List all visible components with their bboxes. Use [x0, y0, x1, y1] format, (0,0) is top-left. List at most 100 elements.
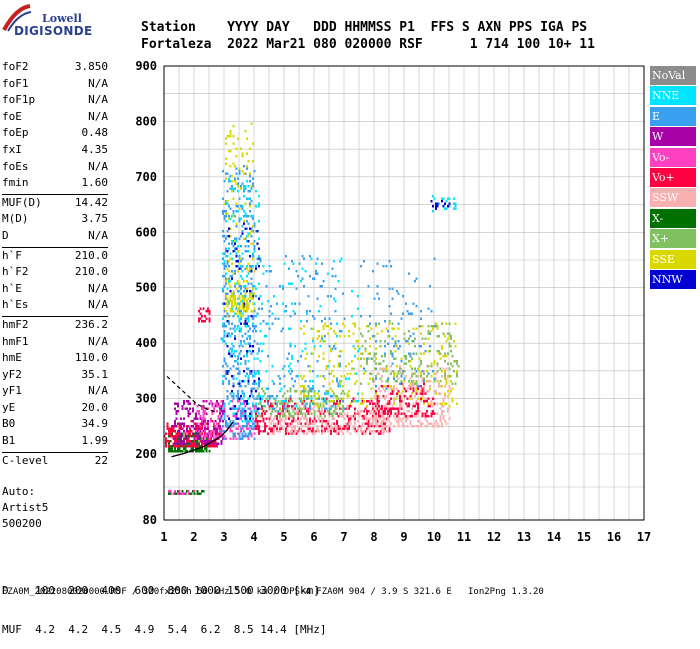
echo-point-x	[439, 380, 442, 383]
echo-point-vo	[295, 432, 298, 435]
echo-point-nne	[226, 287, 229, 290]
echo-point-ssw	[382, 432, 385, 435]
echo-point-x	[274, 410, 277, 413]
echo-point-ssw	[279, 420, 281, 423]
echo-point-nne	[243, 380, 245, 383]
echo-point-nne	[238, 380, 241, 383]
echo-point-x	[415, 382, 418, 385]
echo-point-nne	[240, 342, 242, 345]
echo-point-w	[219, 407, 221, 410]
echo-point-e	[373, 297, 376, 300]
echo-point-sse	[232, 297, 235, 300]
echo-point-e	[240, 402, 242, 405]
echo-point-e	[241, 335, 244, 338]
echo-point-w	[174, 442, 176, 445]
echo-point-e	[297, 360, 299, 363]
echo-point-nne	[291, 282, 293, 285]
echo-point-vo	[234, 435, 236, 438]
echo-point-ssw	[382, 420, 385, 423]
echo-point-e	[291, 260, 293, 263]
echo-point-sse	[343, 335, 346, 338]
echo-point-ssw	[436, 422, 439, 425]
echo-point-e	[238, 170, 241, 173]
echo-point-w	[175, 442, 178, 445]
echo-point-nne	[228, 280, 230, 283]
echo-point-e	[226, 422, 229, 425]
echo-point-e	[225, 362, 227, 365]
echo-point-e	[246, 197, 248, 200]
echo-point-nnw	[226, 345, 229, 348]
echo-point-sse	[349, 372, 352, 375]
echo-point-e	[283, 365, 286, 368]
echo-point-e	[249, 372, 251, 375]
echo-point-x	[456, 375, 458, 378]
echo-point-e	[321, 262, 323, 265]
echo-point-vo	[213, 437, 215, 440]
echo-point-x	[259, 402, 262, 405]
echo-point-e	[289, 345, 292, 348]
echo-point-vo	[312, 427, 314, 430]
echo-point-nnw	[256, 407, 259, 410]
echo-point-nne	[222, 317, 224, 320]
echo-point-e	[315, 270, 317, 273]
echo-point-nne	[235, 327, 238, 330]
echo-point-nne	[262, 395, 265, 398]
echo-point-e	[225, 325, 227, 328]
echo-point-ssw	[432, 405, 434, 408]
echo-point-sse	[337, 362, 340, 365]
echo-point-vo	[217, 435, 220, 438]
echo-point-vo	[168, 440, 170, 443]
echo-point-x	[208, 450, 211, 453]
echo-point-e	[252, 405, 254, 408]
echo-point-ssw	[423, 390, 425, 393]
echo-point-ssw	[328, 415, 331, 418]
echo-point-vo	[184, 432, 187, 435]
echo-point-sse	[235, 182, 238, 185]
x-tick-label: 9	[400, 530, 407, 544]
echo-point-w	[204, 420, 206, 423]
echo-point-sse	[420, 352, 422, 355]
echo-point-vo	[375, 390, 377, 393]
echo-point-sse	[427, 350, 430, 353]
echo-point-ssw	[408, 415, 410, 418]
echo-point-e	[246, 367, 248, 370]
echo-point-vo	[214, 437, 217, 440]
echo-point-ssw	[355, 412, 358, 415]
echo-point-ssw	[385, 402, 388, 405]
echo-point-x	[426, 375, 428, 378]
echo-point-x	[330, 412, 332, 415]
echo-point-sse	[229, 132, 232, 135]
echo-point-x	[436, 350, 439, 353]
echo-point-sse	[444, 335, 446, 338]
echo-point-ssw	[310, 407, 313, 410]
echo-point-w	[181, 435, 184, 438]
echo-point-vo	[207, 425, 209, 428]
echo-point-vo	[174, 435, 176, 438]
echo-point-vo	[414, 405, 416, 408]
echo-point-sse	[429, 387, 431, 390]
echo-point-ssw	[442, 367, 445, 370]
echo-point-sse	[309, 365, 311, 368]
echo-point-vo	[202, 407, 205, 410]
echo-point-sse	[229, 227, 232, 230]
echo-point-e	[318, 397, 320, 400]
echo-point-x	[178, 447, 181, 450]
echo-point-vo	[420, 397, 422, 400]
echo-point-vo	[277, 420, 280, 423]
echo-point-x	[397, 372, 400, 375]
echo-point-e	[268, 327, 271, 330]
echo-point-ssw	[349, 420, 352, 423]
param-value: 3.75	[81, 212, 109, 226]
echo-point-x	[343, 392, 346, 395]
echo-point-vo	[421, 387, 424, 390]
echo-point-vo	[288, 400, 290, 403]
echo-point-vo	[312, 430, 314, 433]
param-row: hmF2 236.2	[2, 318, 108, 335]
echo-point-ssw	[400, 405, 403, 408]
echo-point-nnw	[237, 417, 239, 420]
echo-point-x	[280, 402, 283, 405]
echo-points	[163, 122, 460, 495]
echo-point-vo	[262, 417, 265, 420]
echo-point-vo	[196, 405, 199, 408]
echo-point-vo	[258, 427, 260, 430]
